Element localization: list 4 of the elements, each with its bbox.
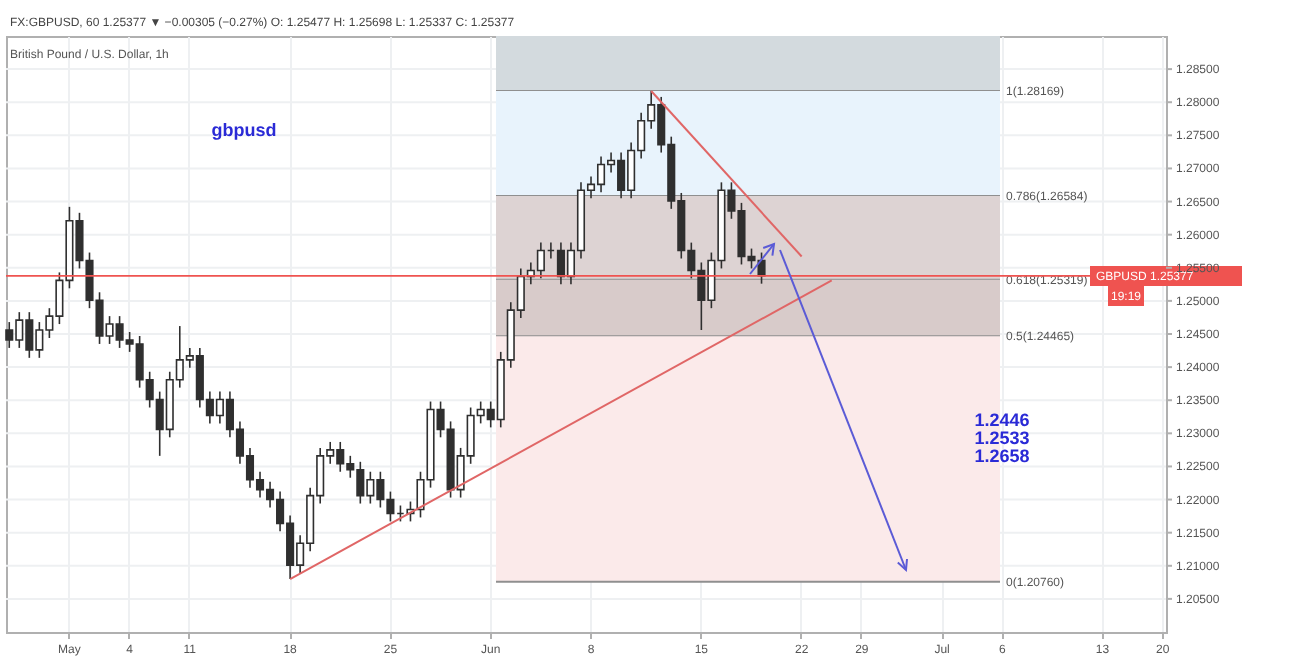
annotation: 1.2533 [974, 428, 1030, 448]
annotation: gbpusd [211, 120, 277, 140]
annotation: 1.2446 [974, 410, 1030, 430]
annotation: 1.2658 [974, 446, 1030, 466]
